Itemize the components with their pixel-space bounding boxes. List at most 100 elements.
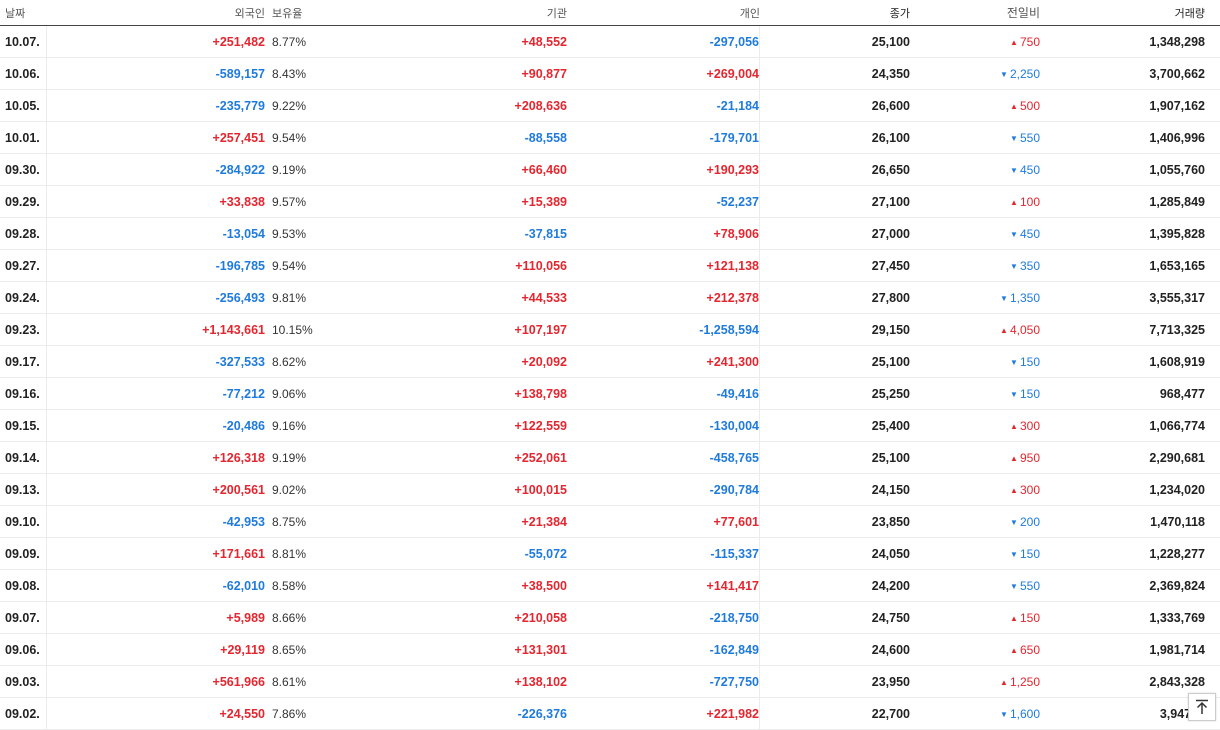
table-row: 09.14. +126,318 9.19% +252,061 -458,765 25,10…: [0, 442, 1220, 474]
cell-individual: +77,601: [567, 506, 760, 537]
cell-individual: -115,337: [567, 538, 760, 569]
cell-close: 24,600: [871, 642, 910, 657]
cell-date: 09.08.: [0, 570, 47, 601]
cell-individual: +269,004: [567, 58, 760, 89]
cell-foreign: +251,482: [212, 34, 265, 49]
table-row: 09.15. -20,486 9.16% +122,559 -130,004 25,400…: [0, 410, 1220, 442]
triangle-down-icon: ▼: [1010, 261, 1018, 271]
cell-close: 25,100: [871, 354, 910, 369]
cell-change: ▲ 500: [1010, 98, 1040, 113]
triangle-up-icon: ▲: [1000, 325, 1008, 335]
cell-close: 25,400: [871, 418, 910, 433]
cell-date: 09.29.: [0, 186, 47, 217]
cell-foreign: -42,953: [222, 514, 265, 529]
header-date: 날짜: [5, 7, 26, 20]
cell-close: 27,450: [871, 258, 910, 273]
triangle-down-icon: ▼: [1010, 389, 1018, 399]
cell-institution: +210,058: [514, 610, 567, 625]
cell-change: ▼ 550: [1010, 578, 1040, 593]
cell-individual: -162,849: [567, 634, 760, 665]
cell-volume: 2,369,824: [1149, 578, 1205, 593]
triangle-down-icon: ▼: [1010, 581, 1018, 591]
triangle-down-icon: ▼: [1010, 549, 1018, 559]
cell-change: ▼ 150: [1010, 354, 1040, 369]
header-institution: 기관: [546, 7, 567, 20]
scroll-top-button[interactable]: [1188, 693, 1216, 721]
cell-ratio: 8.66%: [272, 610, 307, 625]
cell-ratio: 8.65%: [272, 642, 307, 657]
cell-date: 09.28.: [0, 218, 47, 249]
cell-foreign: -77,212: [222, 386, 265, 401]
cell-volume: 1,333,769: [1149, 610, 1205, 625]
cell-individual: +141,417: [567, 570, 760, 601]
cell-close: 26,650: [871, 162, 910, 177]
cell-institution: -37,815: [524, 226, 567, 241]
cell-change: ▼ 550: [1010, 130, 1040, 145]
cell-close: 26,600: [871, 98, 910, 113]
table-row: 09.23. +1,143,661 10.15% +107,197 -1,258,594…: [0, 314, 1220, 346]
cell-change: ▲ 650: [1010, 642, 1040, 657]
cell-institution: +48,552: [521, 34, 567, 49]
triangle-down-icon: ▼: [1010, 229, 1018, 239]
cell-ratio: 9.02%: [272, 482, 307, 497]
cell-volume: 1,406,996: [1149, 130, 1205, 145]
cell-ratio: 9.16%: [272, 418, 307, 433]
cell-change: ▼ 450: [1010, 226, 1040, 241]
cell-foreign: -20,486: [222, 418, 265, 433]
triangle-down-icon: ▼: [1010, 517, 1018, 527]
cell-institution: +21,384: [521, 514, 567, 529]
cell-date: 09.27.: [0, 250, 47, 281]
cell-individual: -1,258,594: [567, 314, 760, 345]
cell-individual: -458,765: [567, 442, 760, 473]
cell-ratio: 8.77%: [272, 34, 307, 49]
cell-foreign: -327,533: [215, 354, 265, 369]
cell-date: 09.16.: [0, 378, 47, 409]
cell-volume: 1,234,020: [1149, 482, 1205, 497]
cell-close: 29,150: [871, 322, 910, 337]
cell-change: ▲ 150: [1010, 610, 1040, 625]
cell-institution: +131,301: [514, 642, 567, 657]
cell-foreign: +171,661: [212, 546, 265, 561]
table-row: 10.07. +251,482 8.77% +48,552 -297,056 25,100…: [0, 26, 1220, 58]
cell-foreign: -256,493: [215, 290, 265, 305]
cell-institution: -88,558: [524, 130, 567, 145]
cell-ratio: 7.86%: [272, 706, 307, 721]
cell-close: 26,100: [871, 130, 910, 145]
cell-individual: -130,004: [567, 410, 760, 441]
cell-volume: 7,713,325: [1149, 322, 1205, 337]
cell-foreign: +126,318: [212, 450, 265, 465]
triangle-up-icon: ▲: [1010, 453, 1018, 463]
cell-close: 23,950: [871, 674, 910, 689]
triangle-up-icon: ▲: [1010, 197, 1018, 207]
table-row: 10.06. -589,157 8.43% +90,877 +269,004 24,350…: [0, 58, 1220, 90]
cell-institution: +38,500: [521, 578, 567, 593]
table-row: 10.05. -235,779 9.22% +208,636 -21,184 26,600…: [0, 90, 1220, 122]
cell-date: 09.02.: [0, 698, 47, 729]
triangle-down-icon: ▼: [1010, 133, 1018, 143]
cell-foreign: +1,143,661: [202, 322, 265, 337]
cell-date: 09.06.: [0, 634, 47, 665]
cell-change: ▼ 150: [1010, 386, 1040, 401]
table-row: 09.29. +33,838 9.57% +15,389 -52,237 27,100 ▲ 1…: [0, 186, 1220, 218]
cell-individual: -49,416: [567, 378, 760, 409]
cell-institution: +138,798: [514, 386, 567, 401]
cell-change: ▲ 300: [1010, 482, 1040, 497]
table-row: 09.02. +24,550 7.86% -226,376 +221,982 22,700…: [0, 698, 1220, 730]
header-close: 종가: [889, 7, 910, 20]
cell-individual: +221,982: [567, 698, 760, 729]
cell-close: 25,100: [871, 450, 910, 465]
table-header: 날짜 외국인 보유율 기관 개인 종가 전일비 거래량: [0, 0, 1220, 26]
cell-close: 25,100: [871, 34, 910, 49]
cell-change: ▼ 1,600: [1000, 706, 1040, 721]
cell-volume: 2,290,681: [1149, 450, 1205, 465]
cell-ratio: 9.22%: [272, 98, 307, 113]
cell-individual: -179,701: [567, 122, 760, 153]
cell-close: 27,800: [871, 290, 910, 305]
header-ratio: 보유율: [272, 7, 303, 20]
triangle-down-icon: ▼: [1000, 69, 1008, 79]
cell-ratio: 10.15%: [272, 322, 313, 337]
table-row: 09.17. -327,533 8.62% +20,092 +241,300 25,100…: [0, 346, 1220, 378]
cell-institution: -226,376: [517, 706, 567, 721]
cell-change: ▲ 4,050: [1000, 322, 1040, 337]
